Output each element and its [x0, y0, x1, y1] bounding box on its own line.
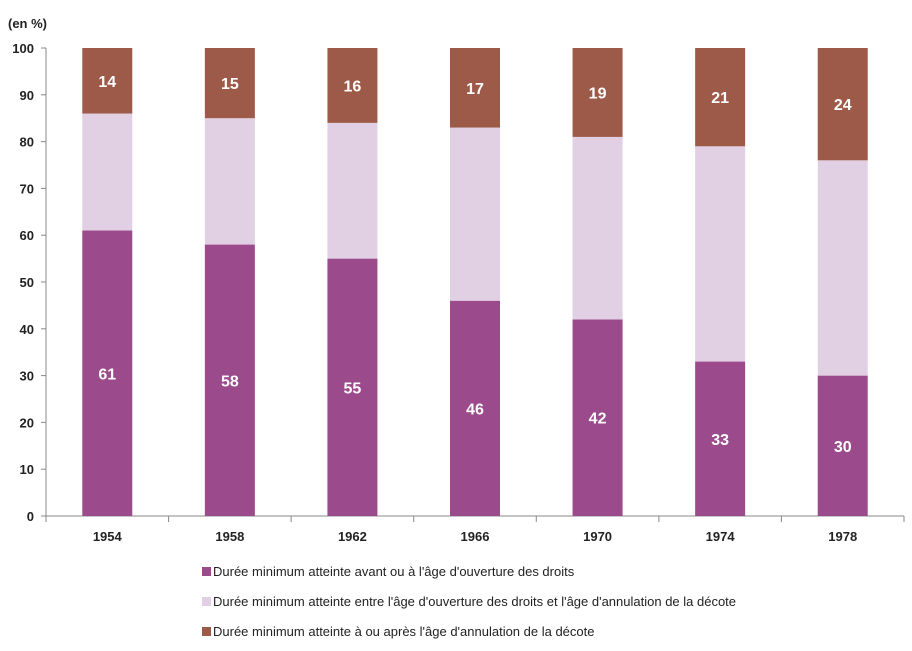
- bar-value-label: 16: [344, 78, 362, 95]
- x-tick-label: 1962: [338, 529, 367, 544]
- bar-segment-3: [82, 48, 133, 114]
- y-axis-unit-label: (en %): [8, 16, 47, 31]
- y-tick-label: 60: [20, 228, 34, 243]
- bar-segment-1: [327, 258, 378, 516]
- bar-segment-2: [817, 160, 868, 376]
- x-tick-label: 1966: [461, 529, 490, 544]
- y-tick-label: 90: [20, 88, 34, 103]
- y-tick-label: 80: [20, 135, 34, 150]
- bar-value-label: 61: [98, 366, 116, 383]
- bar-segment-3: [327, 48, 378, 123]
- x-tick-label: 1954: [93, 529, 123, 544]
- y-tick-label: 100: [12, 41, 34, 56]
- bar-value-label: 17: [466, 81, 484, 98]
- bar-segment-2: [204, 118, 255, 245]
- bar-value-label: 15: [221, 76, 239, 93]
- legend-label: Durée minimum atteinte entre l'âge d'ouv…: [213, 594, 736, 609]
- y-tick-label: 50: [20, 275, 34, 290]
- x-tick-label: 1970: [583, 529, 612, 544]
- legend-swatch: [202, 597, 211, 606]
- bar-segment-1: [82, 230, 133, 516]
- bar-value-label: 42: [589, 411, 607, 428]
- bar-value-label: 19: [589, 85, 607, 102]
- bar-segment-2: [695, 146, 746, 362]
- legend-label: Durée minimum atteinte avant ou à l'âge …: [213, 564, 575, 579]
- y-tick-label: 40: [20, 322, 34, 337]
- bar-value-label: 46: [466, 401, 484, 418]
- bar-value-label: 24: [834, 97, 852, 114]
- x-tick-label: 1978: [828, 529, 857, 544]
- bars-group: 61 14 58 15 55 16 46 17 42 19 33 21 30 24: [82, 48, 868, 516]
- y-tick-label: 20: [20, 415, 34, 430]
- bar-segment-1: [204, 244, 255, 516]
- bar-value-label: 55: [344, 380, 362, 397]
- bar-segment-3: [695, 48, 746, 147]
- bar-segment-2: [572, 136, 623, 320]
- legend-swatch: [202, 567, 211, 576]
- legend-swatch: [202, 627, 211, 636]
- bar-segment-3: [450, 48, 500, 128]
- y-tick-label: 10: [20, 462, 34, 477]
- bar-value-label: 33: [711, 432, 729, 449]
- bar-segment-3: [572, 48, 623, 137]
- y-tick-label: 70: [20, 181, 34, 196]
- bar-value-label: 21: [711, 90, 729, 107]
- y-tick-label: 30: [20, 369, 34, 384]
- bar-segment-1: [572, 319, 623, 516]
- bar-segment-3: [817, 48, 868, 161]
- bar-segment-2: [450, 127, 500, 301]
- bar-segment-2: [82, 113, 133, 231]
- bar-segment-1: [450, 300, 500, 516]
- bar-segment-3: [204, 48, 255, 119]
- bar-value-label: 58: [221, 373, 239, 390]
- legend-label: Durée minimum atteinte à ou après l'âge …: [213, 624, 594, 639]
- x-tick-label: 1958: [215, 529, 244, 544]
- bar-segment-1: [817, 375, 868, 516]
- bar-segment-1: [695, 361, 746, 516]
- y-tick-label: 0: [27, 509, 34, 524]
- legend: Durée minimum atteinte avant ou à l'âge …: [202, 564, 736, 639]
- bar-value-label: 14: [98, 74, 116, 91]
- bar-value-label: 30: [834, 439, 852, 456]
- x-tick-label: 1974: [706, 529, 736, 544]
- bar-segment-2: [327, 122, 378, 259]
